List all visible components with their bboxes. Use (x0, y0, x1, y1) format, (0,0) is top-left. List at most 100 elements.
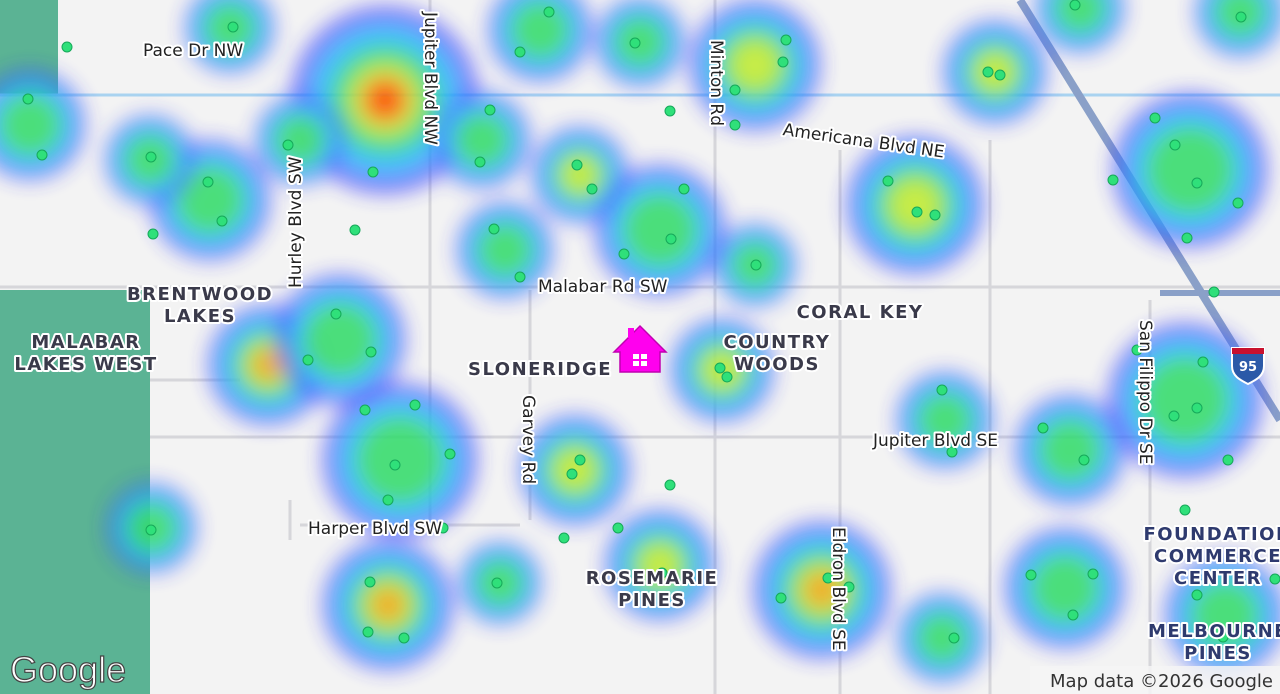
data-point (61, 41, 73, 53)
data-point (1069, 0, 1081, 11)
data-point (1191, 177, 1203, 189)
data-point (714, 362, 726, 374)
data-point (1037, 422, 1049, 434)
heat-blob (175, 165, 245, 235)
heat-blob (639, 544, 681, 586)
home-icon[interactable] (612, 324, 668, 373)
data-point (780, 34, 792, 46)
attribution-bg (1030, 666, 1280, 694)
heat-blob (730, 40, 780, 90)
data-point (488, 223, 500, 235)
attribution: Map data ©2026 Google (1050, 671, 1273, 692)
data-point (145, 524, 157, 536)
heat-blob (1030, 553, 1100, 623)
area-label: PINES (618, 590, 686, 611)
data-point (409, 399, 421, 411)
data-point (364, 576, 376, 588)
heat-blob (0, 93, 62, 157)
road-label: San Filippo Dr SE (1135, 320, 1155, 465)
data-point (574, 454, 586, 466)
data-point (1232, 197, 1244, 209)
data-point (145, 151, 157, 163)
data-point (359, 404, 371, 416)
data-point (571, 159, 583, 171)
data-point (1222, 454, 1234, 466)
data-point (491, 577, 503, 589)
road-label: Jupiter Blvd NW (420, 11, 440, 145)
data-point (664, 479, 676, 491)
road-label: Malabar Rd SW (538, 277, 668, 297)
data-point (729, 84, 741, 96)
data-point (1107, 174, 1119, 186)
road-label: Eldron Blvd SE (828, 527, 848, 651)
heat-blob (1054, 0, 1106, 34)
data-point (982, 66, 994, 78)
area-label: CORAL KEY (797, 302, 924, 323)
data-point (1078, 454, 1090, 466)
data-point (586, 183, 598, 195)
data-point (1208, 286, 1220, 298)
logo: Google (10, 649, 126, 690)
data-point (22, 93, 34, 105)
data-point (282, 139, 294, 151)
area-label: WOODS (734, 354, 820, 375)
data-point (948, 632, 960, 644)
area-label: MELBOURNE (1148, 621, 1280, 642)
area-label: ROSEMARIE (586, 568, 719, 589)
data-point (566, 468, 578, 480)
data-point (1025, 569, 1037, 581)
points (22, 0, 1280, 644)
data-point (882, 175, 894, 187)
heat-blob (477, 222, 533, 278)
heat-blob (916, 612, 968, 664)
data-point (558, 532, 570, 544)
heat-blob (1140, 355, 1230, 445)
data-point (618, 248, 630, 260)
data-point (1197, 356, 1209, 368)
data-point (227, 21, 239, 33)
heat-blob (370, 587, 406, 623)
data-point (775, 592, 787, 604)
area-label: COMMERCE (1154, 546, 1280, 567)
data-point (302, 354, 314, 366)
heat-blob (454, 112, 510, 168)
heat-blob (1190, 580, 1260, 650)
heat-blob (561, 156, 599, 194)
data-point (147, 228, 159, 240)
data-point (1191, 589, 1203, 601)
road-label: Jupiter Blvd SE (872, 431, 998, 451)
data-point (484, 104, 496, 116)
data-point (936, 384, 948, 396)
data-point (678, 183, 690, 195)
data-point (1191, 402, 1203, 414)
area-label: LAKES (164, 306, 236, 327)
data-point (330, 308, 342, 320)
heat-blob (622, 192, 698, 268)
data-point (994, 69, 1006, 81)
heat-blob (252, 349, 284, 381)
data-point (365, 346, 377, 358)
data-point (362, 626, 374, 638)
data-point (1181, 232, 1193, 244)
data-point (929, 209, 941, 221)
data-point (1067, 609, 1079, 621)
data-point (437, 522, 449, 534)
road-label: Harper Blvd SW (308, 519, 442, 539)
data-point (514, 46, 526, 58)
data-point (1168, 410, 1180, 422)
data-point (664, 105, 676, 117)
data-point (1169, 139, 1181, 151)
road-label: Minton Rd (706, 40, 726, 126)
area-label: COUNTRY (724, 332, 831, 353)
data-point (1235, 11, 1247, 23)
data-point (1269, 573, 1280, 585)
data-point (777, 56, 789, 68)
data-point (721, 371, 733, 383)
data-point (36, 149, 48, 161)
data-point (822, 572, 834, 584)
data-point (398, 632, 410, 644)
heat-blob (302, 302, 378, 378)
data-point (629, 37, 641, 49)
